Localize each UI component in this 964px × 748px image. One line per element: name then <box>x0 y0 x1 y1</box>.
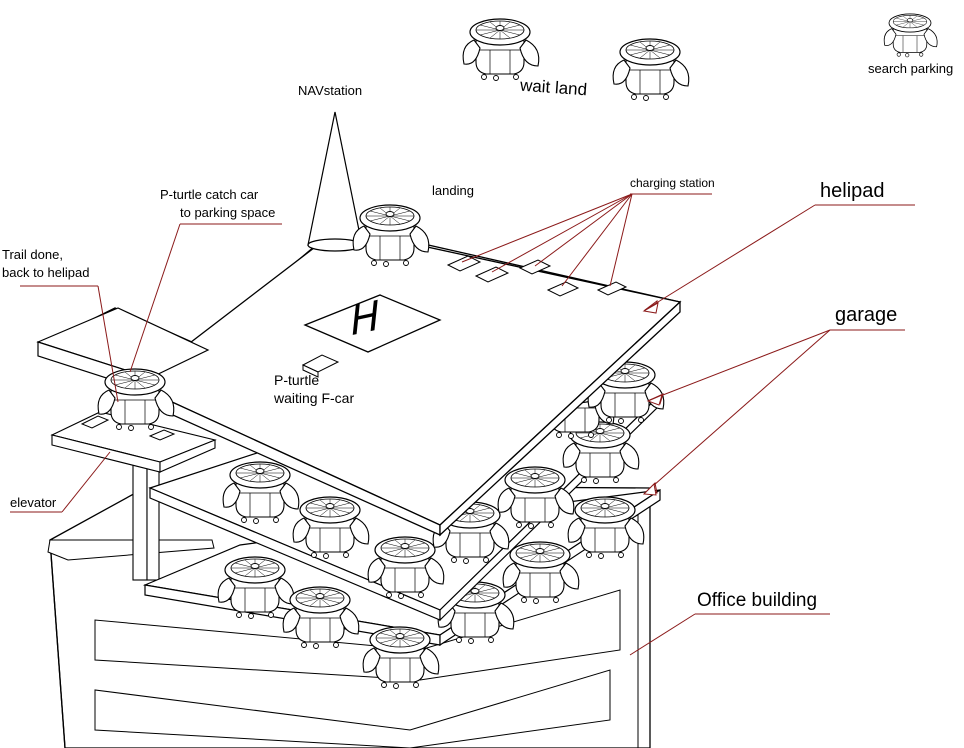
helipad-roof <box>36 111 682 537</box>
search-parking-label: search parking <box>868 61 954 76</box>
catch-car-label-1: P-turtle catch car <box>160 187 259 202</box>
nav-station-label: NAVstation <box>298 83 363 98</box>
trail-done-label-1: Trail done, <box>2 247 63 262</box>
leader-arrowheads <box>642 302 663 496</box>
garage-label: garage <box>835 304 898 326</box>
drone-search <box>883 13 938 58</box>
helipad-h-mark: H <box>347 291 383 347</box>
elevator-shaft <box>50 411 217 581</box>
office-building-label: Office building <box>697 590 818 611</box>
turtle-waiting-label-2: waiting F-car <box>274 390 355 406</box>
helipad-label: helipad <box>820 180 885 202</box>
elevator-label: elevator <box>10 495 57 510</box>
drone-wait-1 <box>462 18 540 82</box>
drone-wait-2 <box>612 38 690 102</box>
trail-done-label-2: back to helipad <box>2 265 90 280</box>
charging-station-label: charging station <box>630 176 715 190</box>
landing-label: landing <box>432 183 474 198</box>
catch-car-label-2: to parking space <box>180 205 276 220</box>
turtle-waiting-label-1: P-turtle <box>274 372 320 388</box>
leader-lines <box>10 193 915 656</box>
